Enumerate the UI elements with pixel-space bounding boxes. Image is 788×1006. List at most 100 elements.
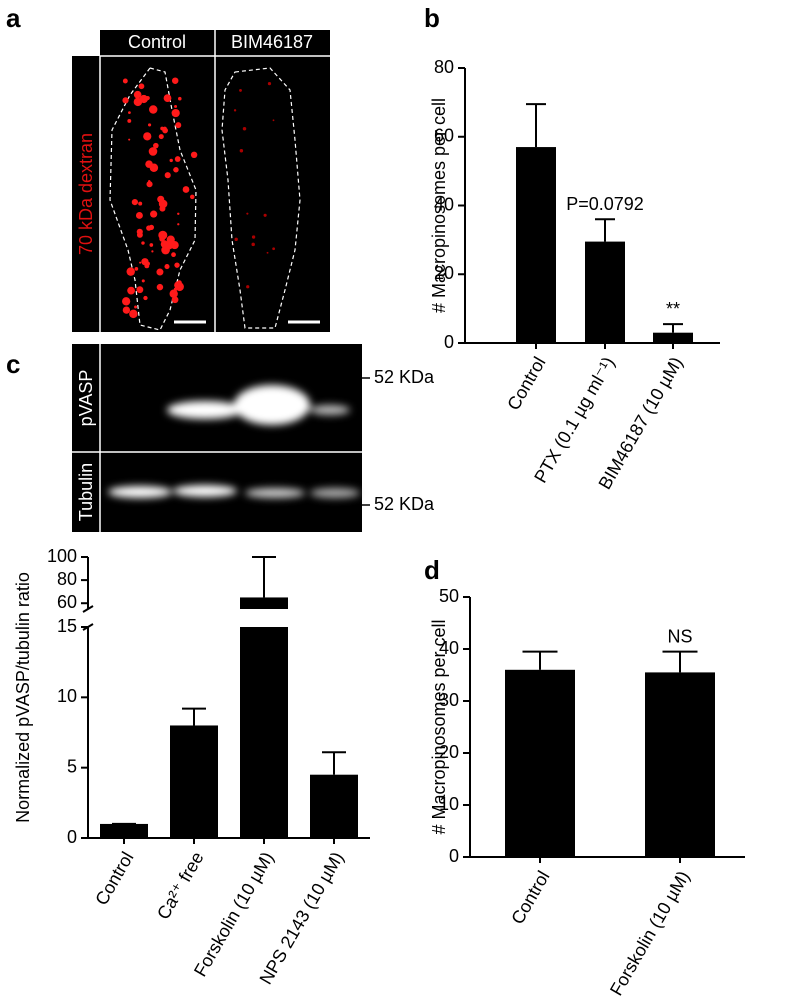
band	[245, 488, 305, 498]
bar	[653, 332, 693, 343]
dextran-dot	[153, 142, 159, 149]
row-label: pVASP	[76, 370, 96, 427]
dextran-dot	[156, 283, 164, 291]
panel-letter: a	[6, 3, 21, 33]
dextran-dot	[242, 127, 247, 131]
dextran-dot	[171, 108, 180, 118]
dextran-dot	[233, 109, 237, 112]
microscopy: Control BIM46187 70 kDa dextran	[72, 30, 330, 332]
dextran-dot	[171, 77, 179, 84]
annotation: P=0.0792	[566, 194, 644, 214]
bar	[240, 597, 288, 609]
dextran-dot	[251, 242, 255, 247]
dextran-dot	[246, 212, 249, 215]
dextran-dot	[251, 235, 256, 239]
dextran-dot	[136, 286, 144, 294]
dextran-dot	[145, 160, 153, 168]
dextran-dot	[190, 194, 195, 200]
dextran-dot	[171, 296, 179, 304]
dextran-dot	[156, 268, 164, 276]
dextran-dot	[159, 205, 166, 212]
y-tick-label: 10	[439, 794, 459, 814]
dextran-dot	[134, 267, 139, 271]
dextran-dot	[176, 280, 182, 286]
dextran-dot	[135, 212, 143, 219]
dextran-dot	[148, 105, 158, 114]
dextran-dot	[166, 235, 175, 244]
dextran-dot	[149, 243, 154, 247]
dextran-dot	[126, 267, 135, 276]
dextran-dot	[239, 149, 244, 153]
bar	[516, 147, 556, 343]
dextran-dot	[234, 237, 238, 242]
dextran-dot	[146, 225, 152, 231]
column-label: BIM46187	[231, 32, 313, 52]
y-tick-label: 80	[434, 57, 454, 77]
band	[167, 401, 243, 419]
dextran-dot	[267, 82, 272, 86]
y-tick-label: 0	[444, 332, 454, 352]
dextran-dot	[174, 262, 180, 268]
dextran-dot	[163, 94, 172, 102]
annotation: NS	[667, 626, 692, 646]
dextran-dot	[174, 156, 181, 162]
dextran-dot	[162, 126, 167, 131]
cell-outline	[109, 67, 197, 331]
dextran-dot	[141, 241, 145, 245]
axis-break	[82, 623, 94, 631]
dextran-dot	[175, 122, 182, 129]
y-axis-label: Normalized pVASP/tubulin ratio	[13, 572, 33, 823]
bar	[585, 241, 625, 343]
y-tick-label: 60	[434, 126, 454, 146]
blot-background	[72, 344, 362, 532]
panel-letter: c	[6, 349, 20, 379]
cell-outline	[221, 67, 301, 329]
dextran-dot	[263, 213, 267, 217]
column-label: Control	[128, 32, 186, 52]
x-tick-label: Control	[507, 867, 553, 927]
panel-letter: d	[424, 555, 440, 585]
y-tick-label: 80	[57, 569, 77, 589]
y-tick-label: 30	[439, 690, 459, 710]
y-tick-label: 20	[434, 263, 454, 283]
bar	[170, 725, 218, 838]
bands	[108, 385, 360, 498]
bar	[505, 669, 575, 857]
dextran-dot	[177, 223, 180, 226]
panel-letter: b	[424, 3, 440, 33]
band	[108, 486, 172, 498]
y-tick-label: 50	[439, 586, 459, 606]
y-tick-label: 15	[57, 616, 77, 636]
dextran-dot	[128, 138, 131, 141]
bar	[310, 774, 358, 838]
y-tick-label: 10	[57, 686, 77, 706]
dextran-dot	[171, 252, 176, 258]
dextran-dot	[161, 245, 170, 255]
dextran-dot	[147, 123, 152, 127]
dextran-dot	[157, 195, 165, 203]
dextran-dot	[141, 279, 145, 283]
dextran-dot	[146, 181, 153, 188]
x-tick-label: Control	[91, 848, 137, 908]
dextran-dot	[129, 309, 138, 319]
dextran-dot	[173, 167, 179, 173]
dextran-dot	[164, 264, 170, 270]
dextran-dot	[134, 305, 138, 309]
row-label: 70 kDa dextran	[76, 133, 96, 255]
annotation: **	[666, 299, 680, 319]
dextran-dot	[139, 94, 148, 104]
dextran-dot	[272, 119, 275, 122]
band	[310, 405, 350, 415]
dextran-dot	[159, 236, 165, 242]
row-label: Tubulin	[76, 463, 96, 521]
dextran-dot	[151, 250, 154, 253]
x-tick-label: Forskolin (10 µM)	[606, 867, 694, 999]
dextran-dot	[138, 83, 145, 90]
y-tick-label: 20	[439, 742, 459, 762]
dextran-dot	[150, 210, 158, 218]
dextran-dot	[182, 186, 190, 193]
dextran-dot	[127, 286, 135, 295]
dextran-dot	[169, 158, 173, 163]
y-axis-label: # Macropinosomes per cell	[429, 619, 449, 834]
